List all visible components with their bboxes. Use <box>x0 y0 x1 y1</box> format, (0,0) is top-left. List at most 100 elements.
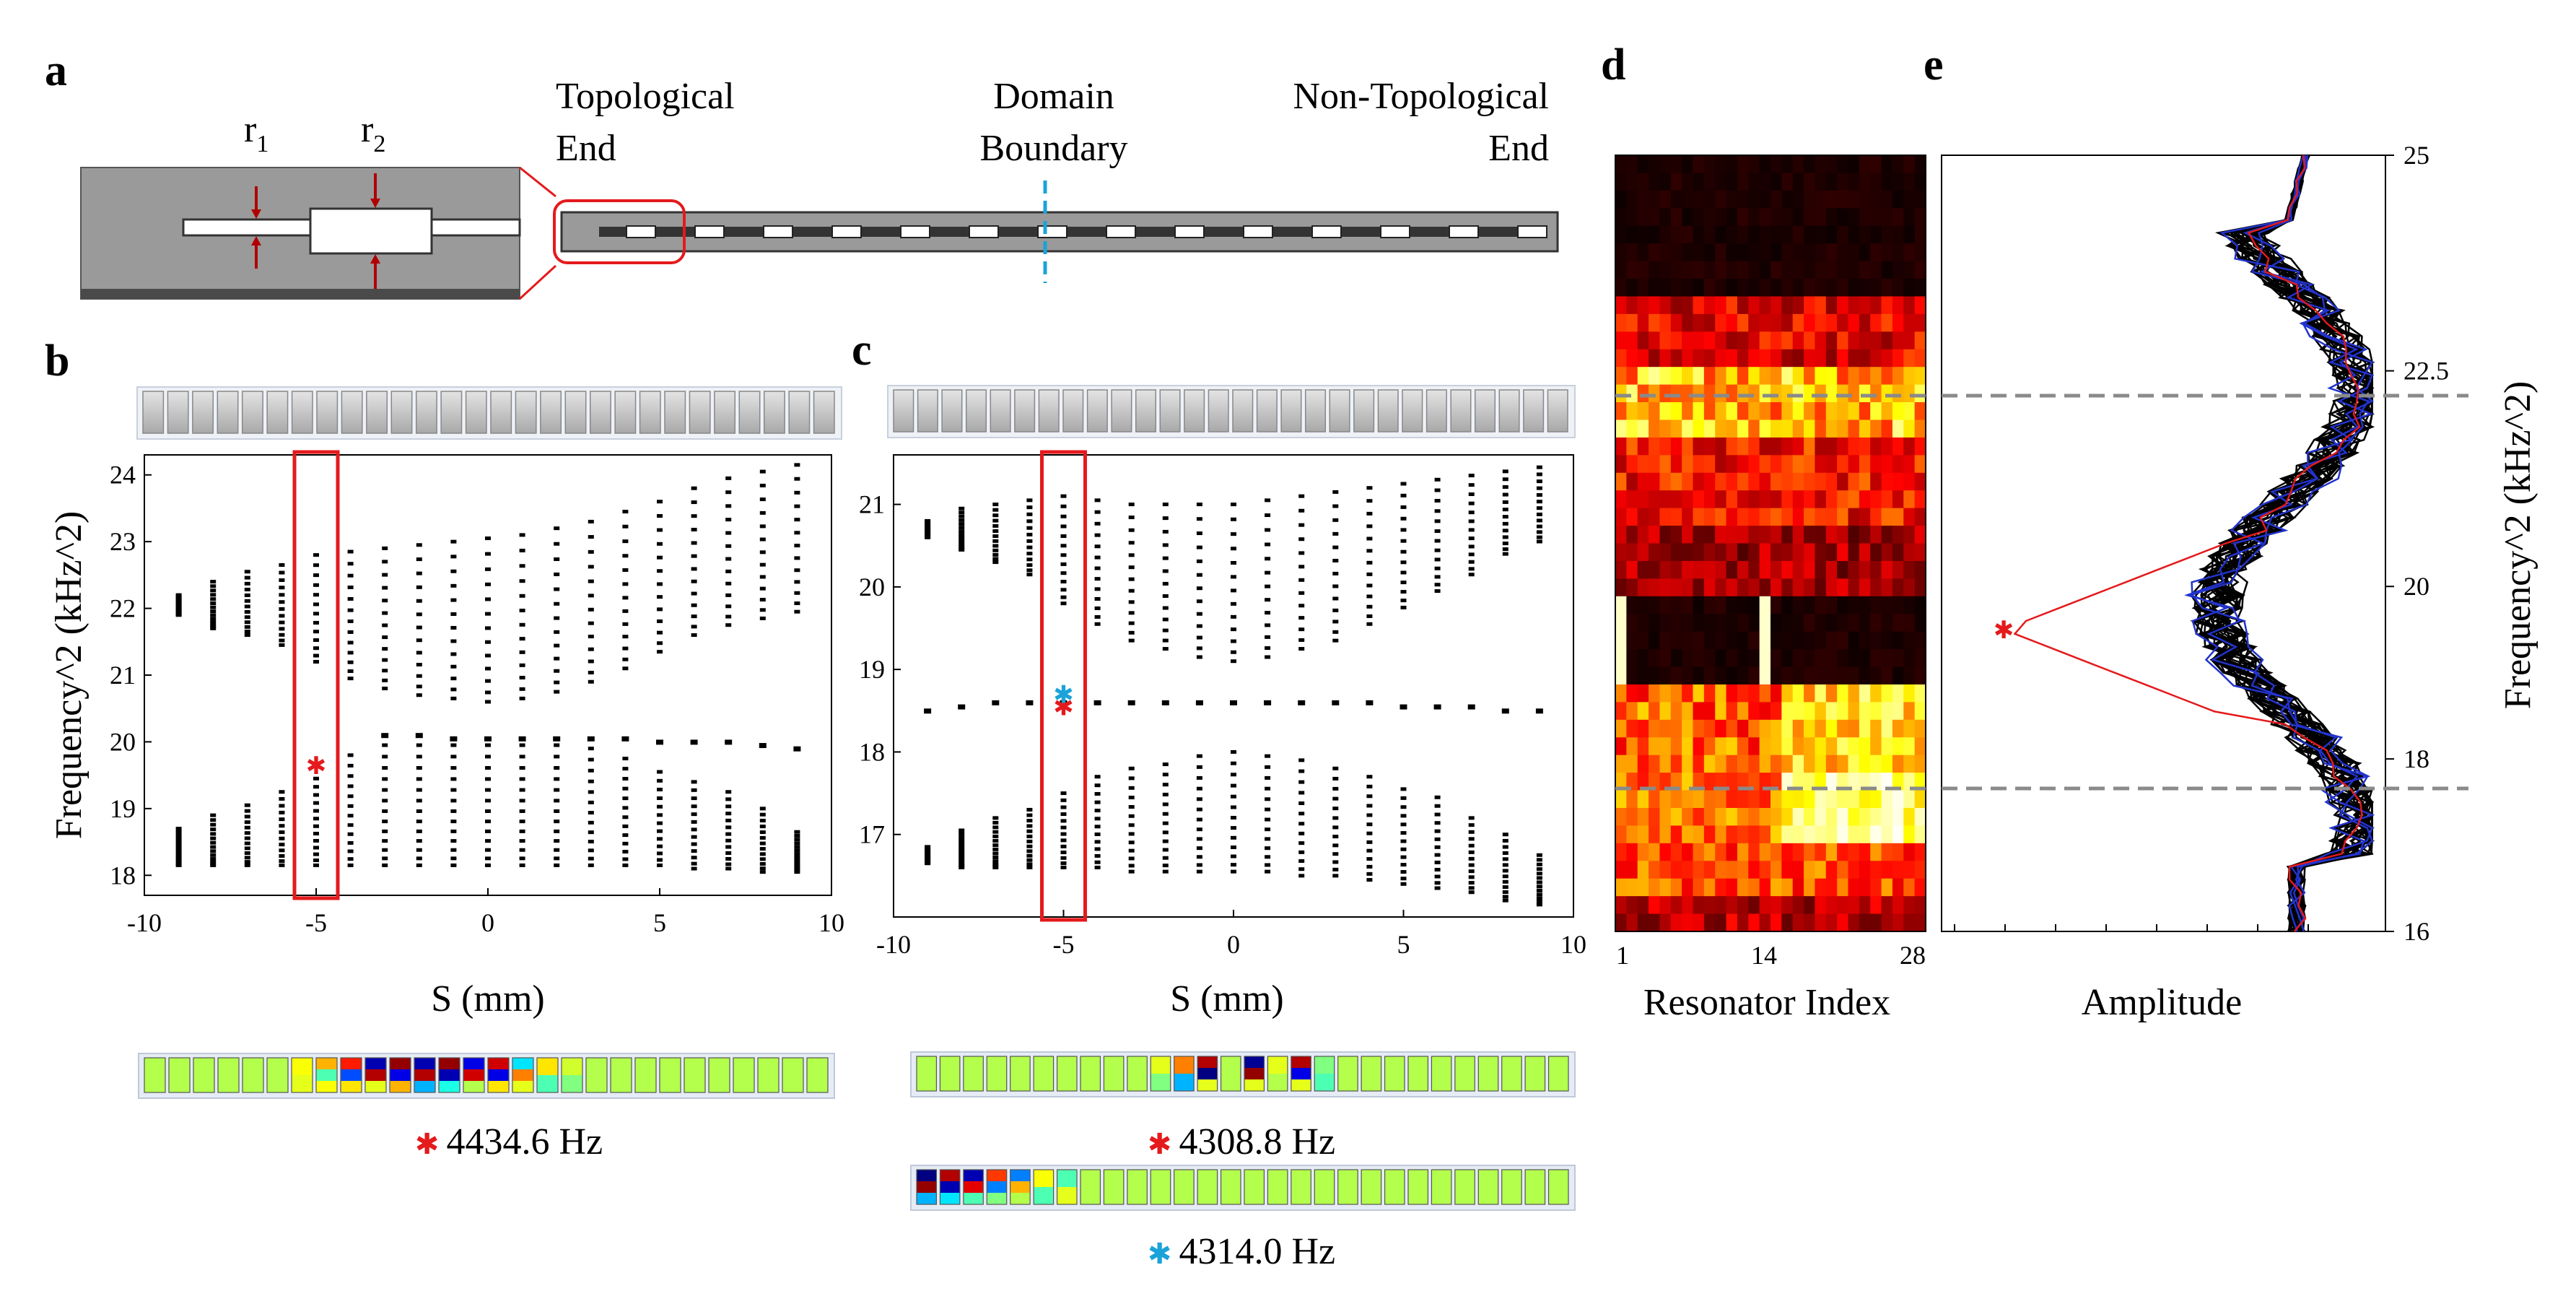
heatmap-cell <box>1771 807 1782 827</box>
heatmap-cell <box>1670 755 1682 773</box>
heatmap-cell <box>1771 313 1782 332</box>
eigenfrequency-point <box>1366 536 1373 541</box>
heatmap-cell <box>1659 455 1672 474</box>
heatmap-cell <box>1670 384 1682 403</box>
eigenfrequency-point <box>279 627 285 631</box>
heatmap-cell <box>1748 367 1760 386</box>
eigenfrequency-point <box>1468 830 1475 834</box>
eigenfrequency-point <box>1162 856 1169 860</box>
eigenfrequency-point <box>657 778 663 783</box>
eigenfrequency-point <box>959 545 965 549</box>
heatmap-cell <box>1781 313 1794 332</box>
eigenfrequency-point <box>1434 874 1441 879</box>
heatmap-cell <box>1792 526 1804 544</box>
heatmap-cell <box>1815 261 1827 279</box>
heatmap-cell <box>1892 261 1904 279</box>
heatmap-cell <box>1726 631 1738 650</box>
heatmap-cell <box>1649 155 1661 174</box>
mode-cell-outline <box>1197 1169 1218 1205</box>
heatmap-cell <box>1649 649 1661 668</box>
eigenfrequency-point <box>794 867 800 871</box>
mode-cell-outline <box>963 1169 984 1205</box>
heatmap-cell <box>1881 455 1893 474</box>
heatmap-cell <box>1881 649 1893 668</box>
eigenfrequency-point <box>1366 511 1373 516</box>
eigenfrequency-point <box>1502 838 1509 843</box>
heatmap-cell <box>1848 437 1860 456</box>
eigenfrequency-point <box>382 848 388 852</box>
heatmap-cell <box>1649 825 1661 844</box>
heatmap-cell <box>1848 896 1860 915</box>
heatmap-cell <box>1825 861 1838 879</box>
heatmap-cell <box>1626 384 1638 403</box>
eigenfrequency-point <box>691 579 697 583</box>
eigenfrequency-point <box>622 646 629 651</box>
heatmap-cell <box>1649 878 1661 897</box>
mode-cell <box>1431 1056 1451 1092</box>
heatmap-cell <box>1771 843 1782 861</box>
heatmap-cell <box>1626 755 1638 773</box>
heatmap-cell <box>1626 526 1638 544</box>
heatmap-cell <box>1748 684 1760 703</box>
heatmap-cell <box>1892 719 1904 738</box>
eigenfrequency-point <box>1162 638 1169 643</box>
mode-cell-outline <box>1524 1056 1546 1092</box>
eigenfrequency-point <box>1162 503 1169 507</box>
mode-cell <box>1151 1170 1171 1205</box>
heatmap-cell <box>1914 614 1926 633</box>
heatmap-cell <box>1837 349 1849 368</box>
heatmap-cell <box>1626 578 1638 597</box>
eigenfrequency-point <box>1128 776 1135 781</box>
heatmap-cell <box>1804 719 1816 738</box>
heatmap-cell <box>1670 155 1682 174</box>
eigenfrequency-point <box>382 839 388 843</box>
eigenfrequency-point <box>1434 519 1441 523</box>
eigenfrequency-point <box>1332 766 1339 770</box>
heatmap-cell <box>1781 560 1794 579</box>
heatmap-cell <box>1903 649 1916 668</box>
heatmap-cell <box>1781 173 1794 191</box>
heatmap-cell <box>1892 402 1904 421</box>
heatmap-cell <box>1693 843 1705 861</box>
eigenfrequency-point <box>554 542 560 546</box>
eigenfrequency-point <box>759 608 766 612</box>
heatmap-cell <box>1825 790 1838 809</box>
strip-resonator <box>1111 389 1132 433</box>
heatmap-cell <box>1703 279 1716 297</box>
eigenfrequency-point <box>554 656 560 661</box>
eigenfrequency-point <box>416 856 422 861</box>
eigenfrequency-point <box>554 809 560 813</box>
strip-resonator <box>1304 389 1327 433</box>
eigenfrequency-point <box>313 573 319 578</box>
y-tick-label: 16 <box>2403 917 2429 946</box>
plot-e-amplitude-curves: ✱ <box>1994 155 2375 932</box>
heatmap-cell <box>1670 420 1682 438</box>
heatmap-cell <box>1615 631 1627 650</box>
heatmap-cell <box>1693 896 1705 915</box>
eigenfrequency-point <box>1536 472 1542 477</box>
heatmap-cell <box>1815 773 1827 791</box>
mode-cell <box>807 1058 828 1093</box>
x-tick-label: -10 <box>876 930 911 959</box>
eigenfrequency-point <box>347 849 354 853</box>
heatmap-cell <box>1748 631 1760 650</box>
mode-cell <box>1431 1170 1451 1205</box>
mode-cell <box>1010 1181 1031 1194</box>
heatmap-cell <box>1825 490 1838 509</box>
heatmap-cell <box>1715 420 1727 438</box>
heatmap-cell <box>1804 878 1816 897</box>
y-tick-label: 21 <box>110 661 136 690</box>
heatmap-cell <box>1881 578 1893 597</box>
heatmap-cell <box>1848 702 1860 721</box>
heatmap-cell <box>1737 560 1749 579</box>
eigenfrequency-point <box>279 607 285 611</box>
panel-label-c: c <box>852 326 872 375</box>
eigenfrequency-point <box>794 609 800 614</box>
heatmap-cell <box>1715 384 1727 403</box>
heatmap-cell <box>1659 631 1672 650</box>
strip-resonator <box>515 391 537 434</box>
heatmap-cell <box>1726 349 1738 368</box>
eigenfrequency-point <box>1162 581 1169 586</box>
heatmap-cell <box>1670 402 1682 421</box>
eigenfrequency-point <box>1162 594 1169 598</box>
